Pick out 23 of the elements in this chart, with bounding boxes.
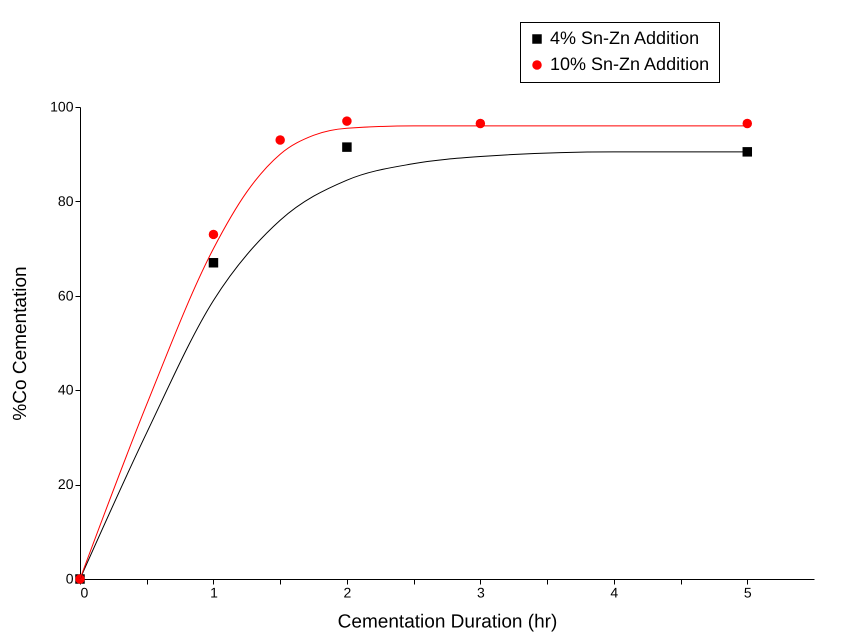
y-tick-label: 20 [58, 476, 74, 492]
y-tick-label: 0 [66, 570, 74, 586]
point [208, 230, 218, 240]
point [342, 116, 352, 126]
point [742, 118, 752, 128]
point [275, 135, 285, 145]
y-tick-label: 60 [58, 287, 74, 304]
x-tick-label: 0 [80, 584, 88, 600]
y-axis-title: %Co Cementation [10, 266, 32, 421]
y-tick-label: 80 [58, 192, 74, 209]
x-tick-label: 5 [744, 584, 752, 600]
point [342, 142, 352, 152]
x-tick-label: 3 [476, 584, 485, 600]
x-tick-label: 2 [344, 584, 352, 600]
point [208, 258, 218, 268]
x-tick-label: 4 [610, 584, 618, 600]
legend-label: 10% Sn-Zn Addition [550, 54, 710, 74]
y-tick-label: 100 [50, 98, 74, 114]
x-axis-title: Cementation Duration (hr) [338, 612, 558, 632]
point [742, 147, 752, 157]
legend-label: 4% Sn-Zn Addition [550, 28, 700, 48]
x-tick-label: 1 [210, 584, 218, 600]
y-tick-label: 40 [58, 382, 74, 398]
